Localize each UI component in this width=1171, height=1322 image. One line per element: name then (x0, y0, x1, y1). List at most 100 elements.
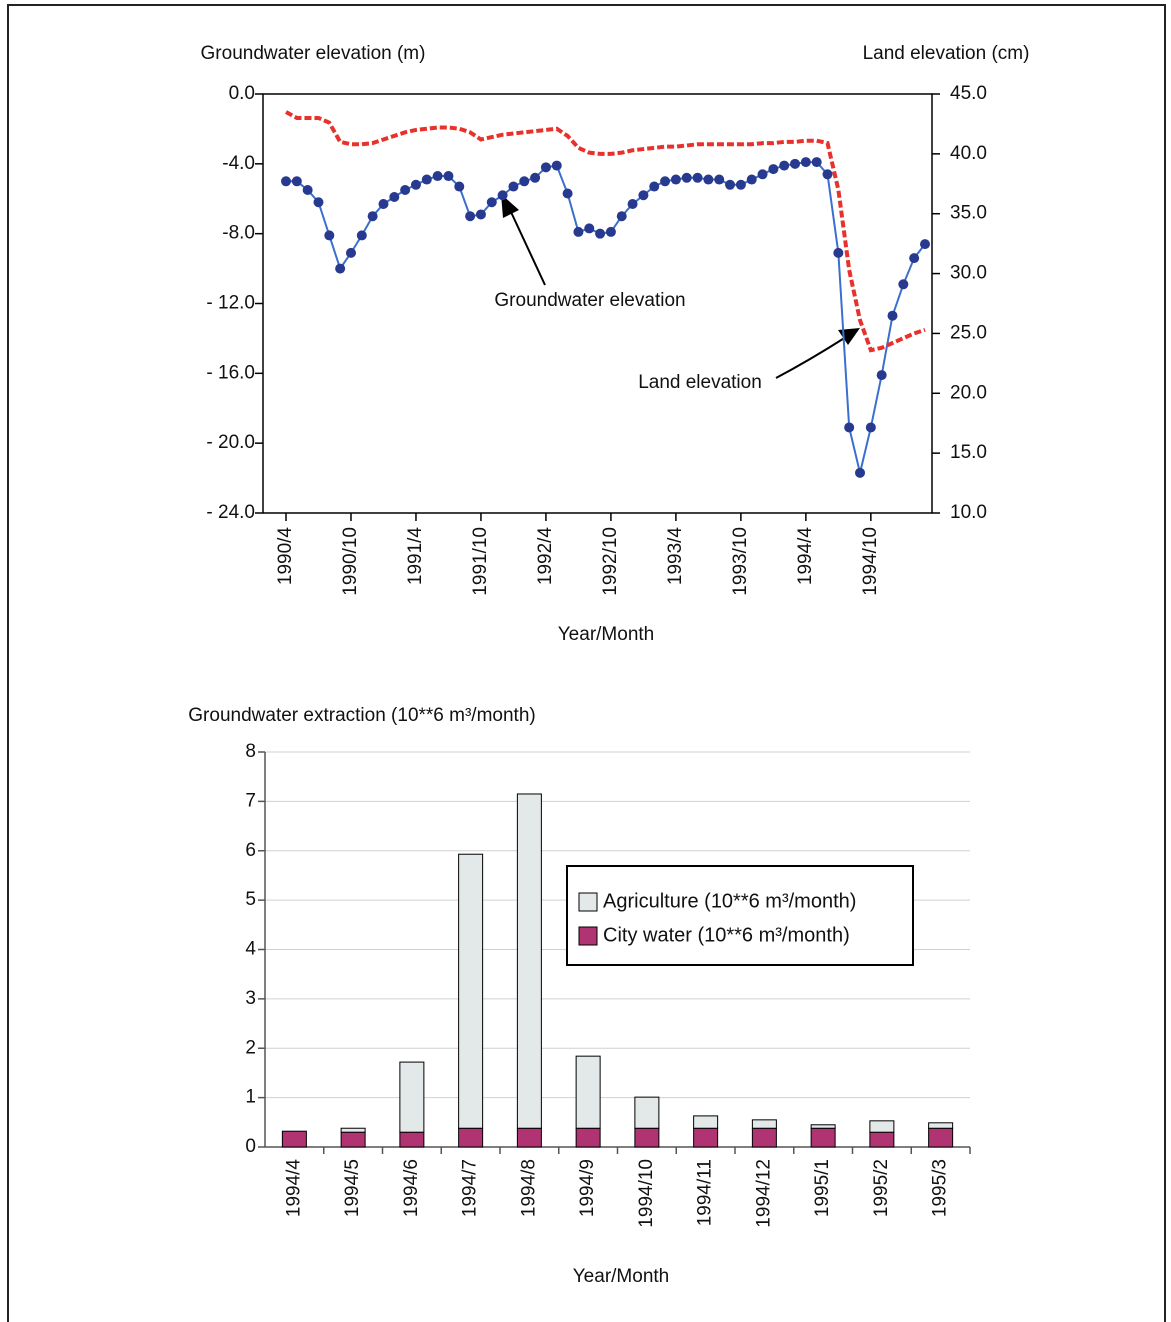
marker (887, 310, 898, 321)
x-tick-label: 1994/11 (695, 1159, 716, 1226)
marker (768, 164, 779, 175)
arrow-head (501, 194, 519, 218)
bar-segment (693, 1127, 719, 1148)
x-tick-label: 1994/6 (401, 1159, 422, 1217)
marker (281, 176, 291, 187)
y-tick-label: 8 (245, 741, 256, 762)
y-tick-label: -4.0 (222, 153, 255, 174)
y-tick-label: 7 (245, 790, 256, 811)
arrow-head (838, 328, 860, 345)
marker (335, 263, 346, 274)
marker (573, 226, 584, 237)
annotation-arrow (775, 336, 847, 379)
marker (909, 253, 920, 264)
marker (432, 171, 443, 182)
x-tick-label: 1994/4 (283, 1159, 304, 1218)
y2-tick-label: 10.0 (950, 502, 987, 523)
marker (757, 169, 768, 180)
legend-swatch (578, 892, 598, 912)
x-tick-label: 1991/10 (470, 527, 491, 596)
x-axis-label: Year/Month (573, 1266, 669, 1287)
marker (443, 171, 454, 182)
marker (367, 211, 378, 222)
y2-tick-label: 15.0 (950, 442, 987, 463)
legend-swatch (578, 926, 598, 946)
x-axis-label: Year/Month (558, 624, 654, 645)
marker (800, 157, 811, 168)
bar-segment (340, 1127, 366, 1133)
x-tick-label: 1994/8 (518, 1159, 539, 1217)
y-tick-label: 6 (245, 840, 256, 861)
marker (822, 169, 833, 180)
y-tick-label: - 16.0 (206, 362, 255, 383)
bar-segment (634, 1096, 660, 1129)
marker (670, 174, 681, 185)
y2-tick-label: 20.0 (950, 382, 987, 403)
y-tick-label: 0 (245, 1136, 256, 1157)
bar-segment (516, 1127, 542, 1148)
annotation: Land elevation (638, 372, 762, 393)
marker (540, 162, 551, 173)
marker (692, 172, 703, 183)
frame (7, 4, 1166, 1322)
x-tick-label: 1995/3 (930, 1159, 951, 1217)
y2-tick-label: 25.0 (950, 322, 987, 343)
bar-segment (516, 793, 542, 1129)
marker (454, 181, 465, 192)
bar-segment (458, 853, 484, 1129)
bar-segment (693, 1115, 719, 1129)
marker (638, 190, 649, 201)
bar-segment (281, 1130, 307, 1148)
x-tick-label: 1990/4 (275, 527, 296, 586)
x-tick-label: 1990/10 (340, 527, 361, 596)
marker (410, 179, 421, 190)
marker (302, 185, 313, 196)
x-tick-label: 1993/4 (665, 527, 686, 586)
marker (497, 190, 508, 201)
y2-tick-label: 30.0 (950, 263, 987, 284)
y-tick-label: - 12.0 (206, 293, 255, 314)
bar-segment (869, 1131, 895, 1148)
marker (530, 172, 541, 183)
marker (876, 370, 887, 381)
marker (725, 179, 736, 190)
marker (584, 223, 595, 234)
marker (486, 197, 497, 208)
marker (811, 157, 822, 168)
y-tick-label: 2 (245, 1037, 256, 1058)
bar-segment (751, 1119, 777, 1129)
chart-title: Groundwater extraction (10**6 m³/month) (188, 705, 535, 726)
marker (616, 211, 627, 222)
marker (703, 174, 714, 185)
marker (551, 160, 562, 171)
x-tick-label: 1994/4 (795, 527, 816, 586)
marker (649, 181, 660, 192)
bar-segment (458, 1127, 484, 1148)
marker (681, 172, 692, 183)
y-tick-label: 1 (245, 1087, 256, 1108)
y-tick-label: 0.0 (229, 83, 255, 104)
bar-segment (751, 1127, 777, 1148)
x-tick-label: 1992/10 (600, 527, 621, 596)
x-tick-label: 1994/12 (753, 1159, 774, 1228)
marker (605, 226, 616, 237)
marker (345, 247, 356, 258)
y2-axis-label: Land elevation (cm) (863, 43, 1030, 64)
x-tick-label: 1994/9 (577, 1159, 598, 1217)
annotation: Groundwater elevation (494, 290, 685, 311)
marker (595, 228, 606, 239)
marker (421, 174, 432, 185)
bar-segment (928, 1122, 954, 1129)
marker (790, 158, 801, 169)
x-tick-label: 1994/10 (860, 527, 881, 596)
bar-segment (399, 1131, 425, 1148)
y-tick-label: -8.0 (222, 223, 255, 244)
bar-segment (928, 1127, 954, 1148)
marker (844, 422, 855, 433)
x-tick-label: 1993/10 (730, 527, 751, 596)
marker (356, 230, 367, 241)
y2-tick-label: 40.0 (950, 143, 987, 164)
marker (291, 176, 302, 187)
marker (313, 197, 324, 208)
